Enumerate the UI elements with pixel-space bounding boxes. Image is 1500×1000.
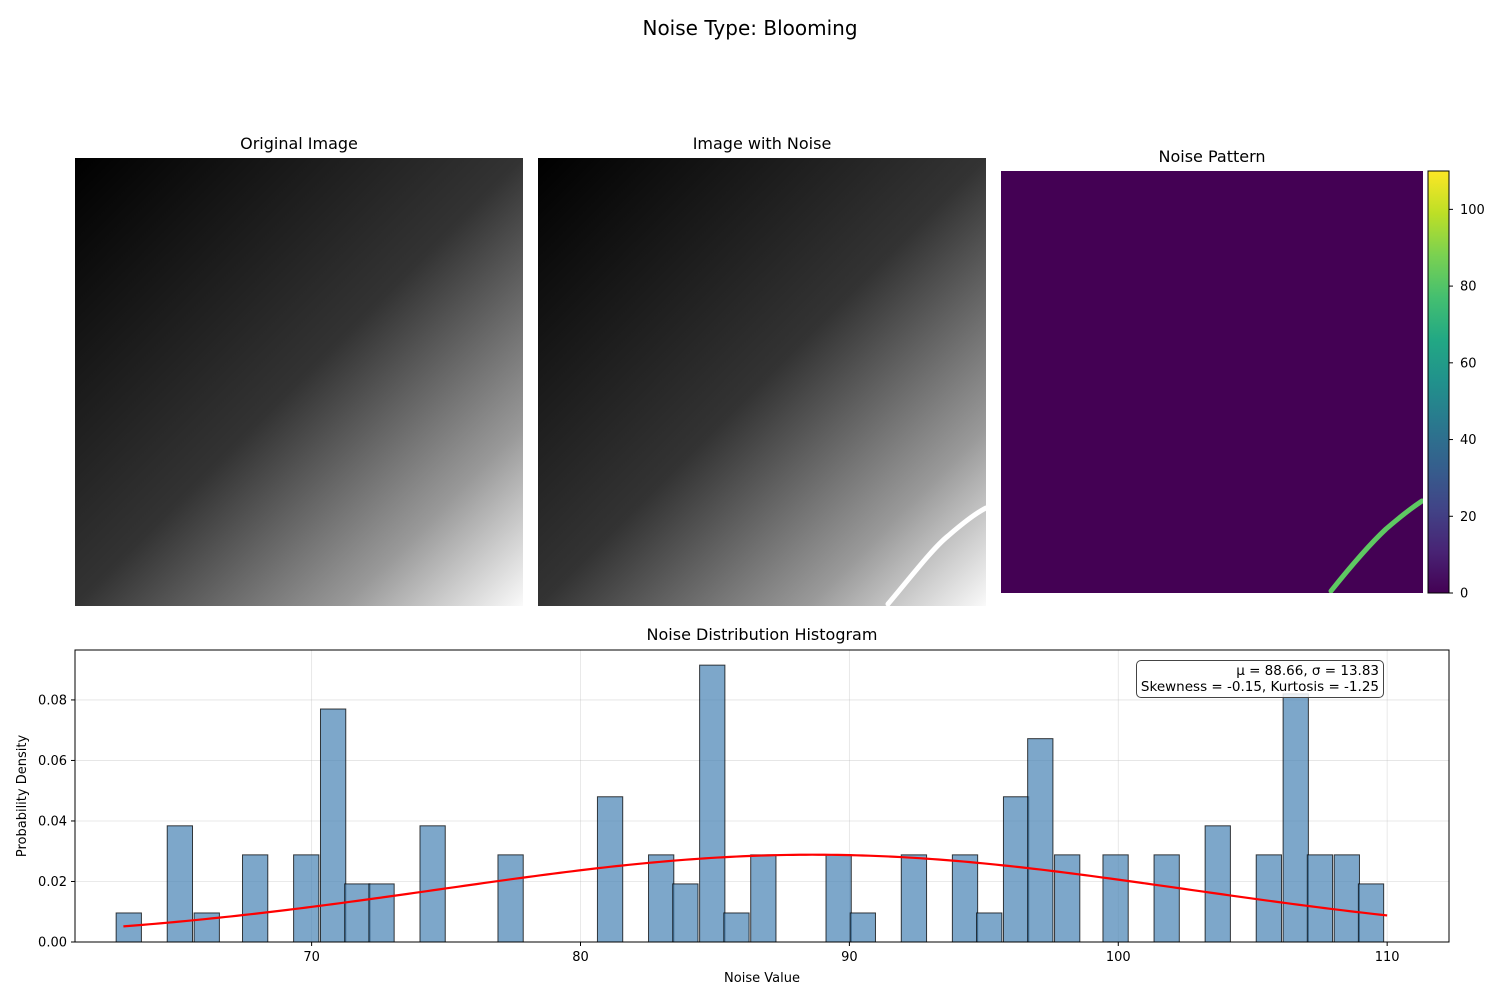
original-image-gradient <box>75 158 523 606</box>
noise-pattern-title: Noise Pattern <box>1158 147 1266 166</box>
histogram-bar <box>672 883 699 943</box>
y-tick-label: 0.04 <box>38 814 67 829</box>
colorbar-tick-label: 20 <box>1460 510 1477 525</box>
histogram-bar <box>849 912 876 943</box>
histogram-bar <box>1002 796 1030 943</box>
noisy-image-gradient <box>538 158 986 606</box>
x-axis-label: Noise Value <box>724 971 800 986</box>
original-image-title: Original Image <box>240 134 358 153</box>
y-tick-label: 0.06 <box>38 754 67 769</box>
stats-line-skew-kurtosis: Skewness = -0.15, Kurtosis = -1.25 <box>1140 679 1379 695</box>
histogram-bar <box>723 912 750 943</box>
x-tick-label: 100 <box>1106 950 1131 965</box>
stats-annotation: μ = 88.66, σ = 13.83 Skewness = -0.15, K… <box>1135 660 1384 698</box>
x-tick-label: 80 <box>572 950 589 965</box>
histogram-bar <box>648 854 675 943</box>
normal-fit-curve <box>123 853 1388 928</box>
colorbar: 0 20 40 60 80 100 <box>1427 170 1485 602</box>
histogram-bar <box>1306 854 1334 943</box>
histogram-bar <box>825 854 852 943</box>
x-tick-label: 90 <box>841 950 858 965</box>
histogram-bar <box>1102 854 1129 943</box>
noisy-image <box>538 158 986 606</box>
colorbar-tick-label: 80 <box>1460 280 1477 295</box>
histogram-bar <box>900 854 928 943</box>
colorbar-tick-label: 60 <box>1460 356 1477 371</box>
histogram-bar <box>344 883 371 943</box>
histogram-title: Noise Distribution Histogram <box>646 625 878 644</box>
histogram-bar <box>293 854 320 943</box>
colorbar-tick-label: 40 <box>1460 433 1477 448</box>
histogram-bar <box>419 825 446 943</box>
x-tick-label: 70 <box>303 950 320 965</box>
histogram-bar <box>242 854 269 943</box>
histogram-bar <box>1255 854 1282 943</box>
y-tick-label: 0.00 <box>38 936 67 951</box>
noise-streak <box>1328 498 1423 593</box>
histogram-bar <box>1204 825 1231 943</box>
colorbar-gradient <box>1427 170 1450 594</box>
histogram-bar <box>1333 854 1360 943</box>
histogram-bar <box>699 664 726 943</box>
histogram-bar <box>497 854 524 943</box>
y-axis-label: Probability Density <box>15 735 30 858</box>
x-tick-label: 110 <box>1375 950 1400 965</box>
histogram-bar <box>319 708 347 943</box>
histogram-bar <box>951 854 979 943</box>
figure-title: Noise Type: Blooming <box>642 16 858 40</box>
bloom-streak <box>885 505 986 606</box>
y-tick-label: 0.08 <box>38 693 67 708</box>
histogram-bar <box>166 825 194 943</box>
histogram-bar <box>368 883 395 943</box>
histogram-chart: 70 80 90 100 110 0.00 0.02 0.04 0.06 0.08 Noise V… <box>15 649 1450 986</box>
colorbar-tick-label: 100 <box>1460 203 1485 218</box>
histogram-frame <box>74 649 1450 943</box>
histogram-bar <box>750 854 777 943</box>
stats-line-mean-sigma: μ = 88.66, σ = 13.83 <box>1236 663 1379 679</box>
noisy-image-title: Image with Noise <box>692 134 832 153</box>
noise-pattern-background <box>1001 171 1423 593</box>
histogram-bar <box>976 912 1003 943</box>
noise-pattern-image <box>1001 171 1423 593</box>
histogram-bar <box>115 912 142 943</box>
histogram-bar <box>596 796 624 943</box>
histogram-bar <box>1153 854 1180 943</box>
colorbar-tick-label: 0 <box>1460 587 1468 602</box>
original-image <box>75 158 523 606</box>
histogram-bar <box>1054 854 1081 943</box>
histogram-bar <box>1027 738 1054 943</box>
y-tick-label: 0.02 <box>38 875 67 890</box>
